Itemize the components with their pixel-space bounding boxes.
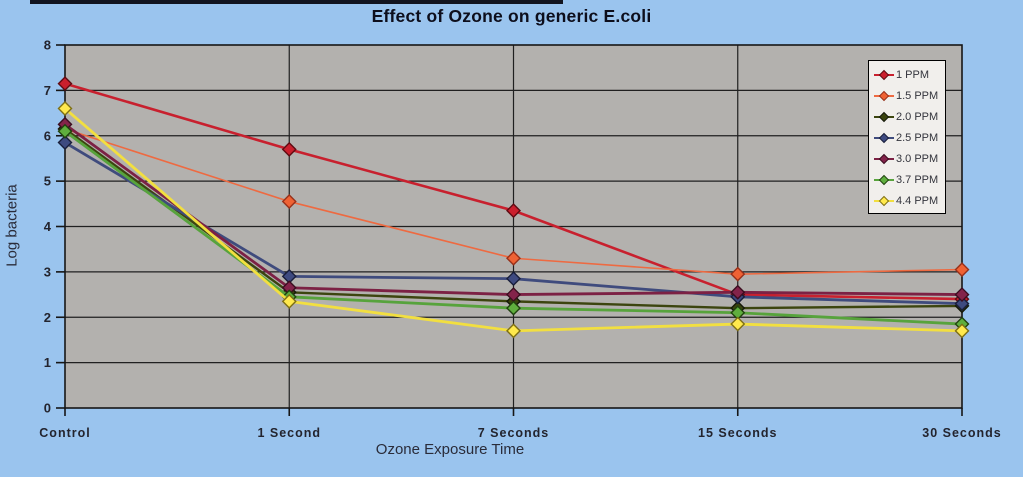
x-axis-title: Ozone Exposure Time — [375, 441, 525, 458]
data-point-marker — [954, 296, 970, 312]
legend-item-2-0-ppm: 2.0 PPM — [874, 106, 945, 127]
y-tick-label: 5 — [44, 174, 51, 189]
data-point-marker — [57, 123, 73, 139]
y-tick-label: 4 — [44, 219, 52, 234]
data-point-marker — [954, 262, 970, 278]
legend-label: 2.0 PPM — [896, 110, 939, 123]
x-tick-label: Control — [39, 426, 90, 440]
x-tick-label: 1 Second — [257, 426, 321, 440]
y-tick-label: 8 — [44, 38, 51, 53]
top-edge-artifact — [30, 0, 563, 4]
legend-item-2-5-ppm: 2.5 PPM — [874, 127, 945, 148]
legend-marker-icon — [874, 174, 896, 186]
data-point-marker — [281, 194, 297, 210]
legend-item-1-ppm: 1 PPM — [874, 64, 945, 85]
chart-title: Effect of Ozone on generic E.coli — [371, 6, 652, 26]
legend-marker-icon — [874, 132, 896, 144]
data-point-marker — [730, 284, 746, 300]
data-point-marker — [506, 250, 521, 266]
legend-item-4-4-ppm: 4.4 PPM — [874, 190, 945, 211]
legend-marker-icon — [874, 153, 896, 165]
legend-label: 3.0 PPM — [896, 152, 939, 165]
legend-marker-icon — [874, 69, 896, 81]
legend-label: 3.7 PPM — [896, 173, 939, 186]
data-point-marker — [57, 101, 73, 117]
data-point-marker — [954, 323, 970, 339]
legend-item-3-0-ppm: 3.0 PPM — [874, 148, 945, 169]
y-tick-label: 6 — [44, 128, 51, 143]
legend-label: 1 PPM — [896, 68, 930, 81]
legend-label: 2.5 PPM — [896, 131, 939, 144]
data-point-marker — [506, 271, 521, 287]
legend-marker-icon — [874, 90, 896, 102]
legend-item-3-7-ppm: 3.7 PPM — [874, 169, 945, 190]
data-point-marker — [57, 76, 73, 92]
series-4-4-ppm — [57, 101, 970, 339]
data-point-marker — [506, 323, 521, 339]
legend: 1 PPM 1.5 PPM 2.0 PPM 2.5 PPM 3.0 PPM 3.7 PPM… — [868, 60, 946, 214]
y-tick-label: 7 — [44, 83, 51, 98]
x-tick-label: 15 Seconds — [698, 426, 777, 440]
x-tick-label: 7 Seconds — [478, 426, 550, 440]
y-axis-title: Log bacteria — [3, 184, 21, 267]
y-tick-label: 2 — [44, 310, 51, 325]
data-point-marker — [506, 300, 521, 316]
legend-label: 1.5 PPM — [896, 89, 939, 102]
y-tick-label: 1 — [44, 355, 51, 370]
legend-marker-icon — [874, 111, 896, 123]
data-point-marker — [506, 203, 521, 219]
data-point-marker — [730, 266, 746, 282]
data-point-marker — [954, 287, 970, 303]
legend-item-1-5-ppm: 1.5 PPM — [874, 85, 945, 106]
y-tick-label: 0 — [44, 401, 51, 416]
legend-marker-icon — [874, 195, 896, 207]
data-point-marker — [281, 141, 297, 157]
y-tick-label: 3 — [44, 264, 51, 279]
data-point-marker — [281, 293, 297, 309]
x-tick-label: 30 Seconds — [922, 426, 1001, 440]
legend-label: 4.4 PPM — [896, 194, 939, 207]
data-point-marker — [57, 135, 73, 151]
data-point-marker — [730, 316, 746, 332]
